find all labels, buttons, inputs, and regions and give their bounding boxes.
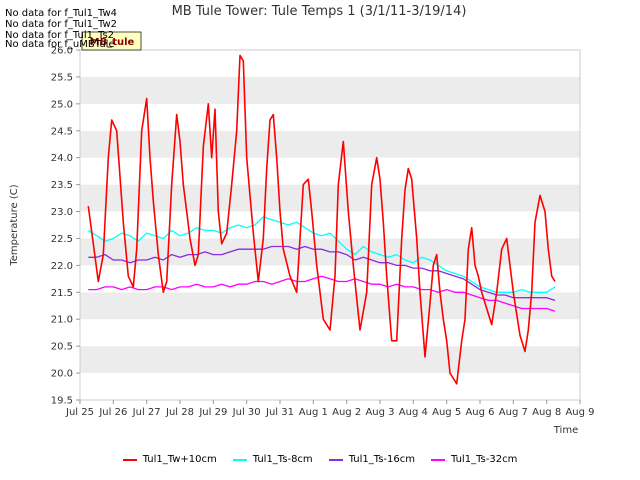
chart-legend: Tul1_Tw+10cm Tul1_Ts-8cm Tul1_Ts-16cm Tu… bbox=[0, 454, 640, 465]
series-line-ts8 bbox=[87, 216, 556, 293]
x-tick-label: Aug 3 bbox=[365, 407, 394, 418]
grid-band bbox=[80, 103, 580, 131]
x-tick-label: Aug 2 bbox=[332, 407, 361, 418]
x-tick-label: Jul 30 bbox=[232, 407, 261, 418]
legend-swatch-ts32 bbox=[431, 458, 445, 461]
x-tick-label: Aug 6 bbox=[465, 407, 494, 418]
legend-swatch-ts16 bbox=[328, 458, 343, 461]
legend-item-ts8: Tul1_Ts-8cm bbox=[232, 454, 313, 465]
grid-band bbox=[80, 130, 580, 158]
legend-label-tw10: Tul1_Tw+10cm bbox=[142, 454, 217, 465]
x-tick-label: Aug 1 bbox=[299, 407, 328, 418]
x-tick-label: Jul 31 bbox=[265, 407, 294, 418]
x-tick-label: Aug 5 bbox=[432, 407, 461, 418]
plot-frame bbox=[79, 49, 581, 401]
y-tick-label: 23.5 bbox=[51, 180, 73, 191]
y-tick-label: 20.0 bbox=[51, 369, 73, 380]
grid-band bbox=[80, 76, 580, 104]
legend-item-ts16: Tul1_Ts-16cm bbox=[328, 454, 415, 465]
series-line-ts32 bbox=[88, 275, 556, 312]
x-tick-label: Jul 26 bbox=[98, 407, 127, 418]
legend-label-ts32: Tul1_Ts-32cm bbox=[451, 454, 518, 465]
nodata-message-3: No data for f_Tul1_Ts2 bbox=[5, 30, 115, 41]
chart-title: MB Tule Tower: Tule Temps 1 (3/1/11-3/19… bbox=[172, 4, 467, 19]
legend-label-ts16: Tul1_Ts-16cm bbox=[348, 454, 415, 465]
x-tick-label: Jul 25 bbox=[65, 407, 94, 418]
y-tick-label: 21.0 bbox=[51, 315, 73, 326]
nodata-message-4: No data for f_uMBTule bbox=[5, 39, 115, 50]
y-axis-label: Temperature (C) bbox=[9, 184, 20, 266]
series-line-tw10 bbox=[87, 54, 556, 385]
y-tick-label: 22.0 bbox=[51, 261, 73, 272]
y-tick-label: 23.0 bbox=[51, 207, 73, 218]
y-tick-label: 24.0 bbox=[51, 153, 73, 164]
x-tick-label: Aug 7 bbox=[499, 407, 528, 418]
y-tick-label: 26.0 bbox=[51, 46, 73, 57]
grid-band bbox=[80, 346, 580, 374]
y-tick-label: 25.0 bbox=[51, 99, 73, 110]
x-axis: Jul 25 Jul 26 Jul 27 Jul 28 Jul 29 Jul 30 Jul … bbox=[65, 400, 595, 418]
x-tick-label: Aug 8 bbox=[532, 407, 561, 418]
x-axis-label: Time bbox=[553, 425, 578, 436]
x-tick-label: Jul 29 bbox=[198, 407, 227, 418]
y-tick-label: 21.5 bbox=[51, 288, 73, 299]
x-tick-label: Jul 28 bbox=[165, 407, 194, 418]
x-tick-label: Aug 4 bbox=[399, 407, 428, 418]
x-tick-label: Jul 27 bbox=[132, 407, 161, 418]
mb-tule-badge-box bbox=[81, 31, 142, 51]
mb-tule-badge: MB_tule bbox=[90, 37, 135, 48]
grid-band bbox=[80, 184, 580, 212]
y-tick-label: 25.5 bbox=[51, 72, 73, 83]
grid-band bbox=[80, 292, 580, 320]
y-tick-label: 20.5 bbox=[51, 342, 73, 353]
y-tick-label: 24.5 bbox=[51, 126, 73, 137]
grid-band bbox=[80, 373, 580, 400]
y-tick-label: 19.5 bbox=[51, 396, 73, 407]
y-axis: 19.5 20.0 20.5 21.0 21.5 22.0 22.5 23.0 23.5 24.0… bbox=[51, 46, 80, 407]
legend-item-tw10: Tul1_Tw+10cm bbox=[122, 454, 217, 465]
nodata-message-1: No data for f_Tul1_Tw4 bbox=[5, 8, 117, 19]
series-line-ts16 bbox=[88, 245, 556, 302]
series-layer bbox=[87, 54, 556, 385]
grid-band bbox=[80, 157, 580, 185]
x-tick-label: Aug 9 bbox=[565, 407, 594, 418]
legend-item-ts32: Tul1_Ts-32cm bbox=[431, 454, 517, 465]
y-tick-label: 22.5 bbox=[51, 234, 73, 245]
legend-label-ts8: Tul1_Ts-8cm bbox=[252, 454, 313, 465]
legend-swatch-ts8 bbox=[232, 458, 247, 461]
legend-swatch-tw10 bbox=[122, 458, 137, 461]
grid-band bbox=[80, 50, 580, 77]
nodata-message-2: No data for f_Tul1_Tw2 bbox=[5, 19, 117, 30]
